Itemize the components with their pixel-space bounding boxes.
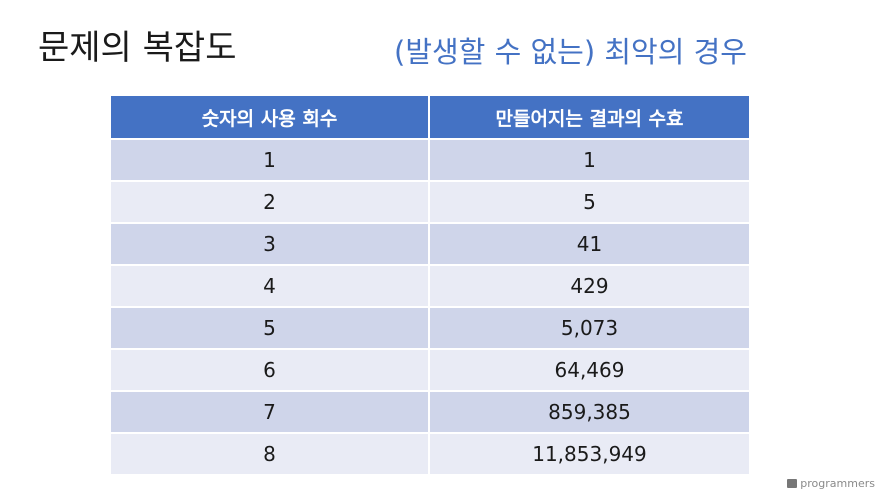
complexity-table: 숫자의 사용 회수 만들어지는 결과의 수효 1 1 2 5 3 41 4 42…: [111, 96, 749, 474]
programmers-logo-icon: [787, 479, 798, 488]
table-row: 3 41: [111, 222, 749, 265]
result-count-cell: 429: [429, 264, 749, 307]
slide-title: 문제의 복잡도: [38, 28, 237, 68]
table-header-row: 숫자의 사용 회수 만들어지는 결과의 수효: [111, 96, 749, 139]
usage-count-cell: 5: [111, 306, 430, 349]
result-count-cell: 64,469: [429, 348, 749, 391]
result-count-cell: 11,853,949: [429, 432, 749, 474]
table-row: 2 5: [111, 180, 749, 223]
programmers-watermark: programmers: [787, 477, 875, 490]
table-row: 5 5,073: [111, 306, 749, 349]
header-result-count: 만들어지는 결과의 수효: [429, 96, 749, 139]
table-row: 4 429: [111, 264, 749, 307]
usage-count-cell: 3: [111, 222, 430, 265]
watermark-text: programmers: [800, 477, 875, 490]
header-usage-count: 숫자의 사용 회수: [111, 96, 430, 139]
usage-count-cell: 7: [111, 390, 430, 433]
usage-count-cell: 1: [111, 138, 430, 181]
result-count-cell: 5: [429, 180, 749, 223]
table-row: 6 64,469: [111, 348, 749, 391]
usage-count-cell: 8: [111, 432, 430, 474]
result-count-cell: 41: [429, 222, 749, 265]
table-row: 7 859,385: [111, 390, 749, 433]
slide-subtitle: (발생할 수 없는) 최악의 경우: [394, 35, 747, 69]
table-row: 1 1: [111, 138, 749, 181]
usage-count-cell: 2: [111, 180, 430, 223]
result-count-cell: 1: [429, 138, 749, 181]
usage-count-cell: 4: [111, 264, 430, 307]
result-count-cell: 5,073: [429, 306, 749, 349]
result-count-cell: 859,385: [429, 390, 749, 433]
usage-count-cell: 6: [111, 348, 430, 391]
table-row: 8 11,853,949: [111, 432, 749, 474]
